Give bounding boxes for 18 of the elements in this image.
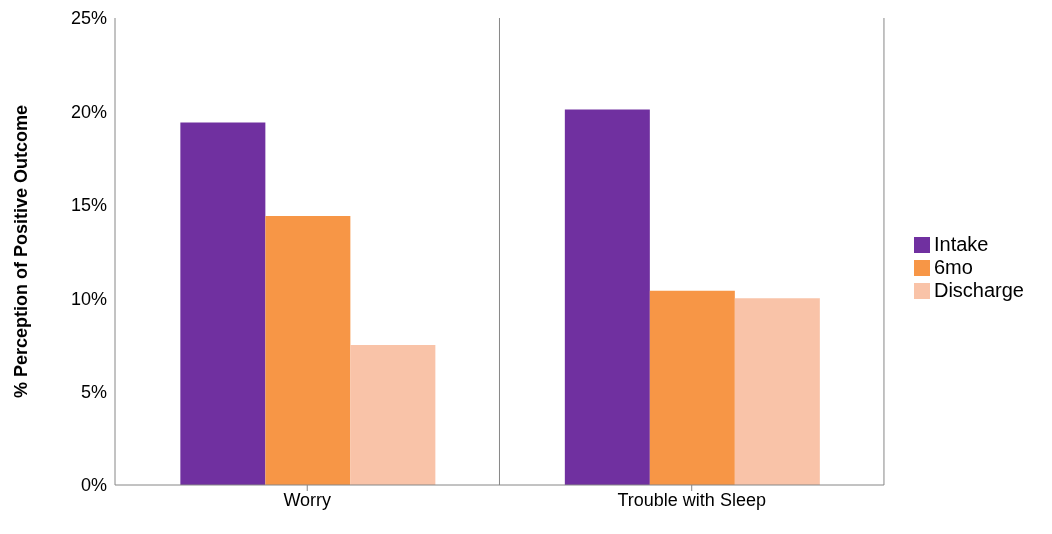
legend-label: Discharge	[933, 278, 1024, 301]
bar	[265, 216, 351, 485]
y-tick-label: 15%	[70, 195, 107, 216]
y-tick-label: 20%	[70, 101, 107, 122]
bar	[734, 298, 820, 485]
y-tick-label: 5%	[80, 381, 107, 402]
legend-label: Intake	[933, 232, 989, 255]
bar	[180, 122, 266, 485]
x-tick-label: Trouble with Sleep	[617, 489, 766, 510]
y-tick-label: 25%	[70, 8, 107, 29]
bar	[649, 290, 735, 485]
y-tick-label: 0%	[80, 475, 107, 496]
legend-label: 6mo	[933, 255, 973, 278]
bar	[350, 344, 436, 485]
bar	[564, 109, 650, 485]
x-tick-label: Worry	[283, 489, 332, 510]
y-tick-label: 10%	[70, 288, 107, 309]
y-axis-title: % Perception of Positive Outcome	[11, 104, 32, 399]
